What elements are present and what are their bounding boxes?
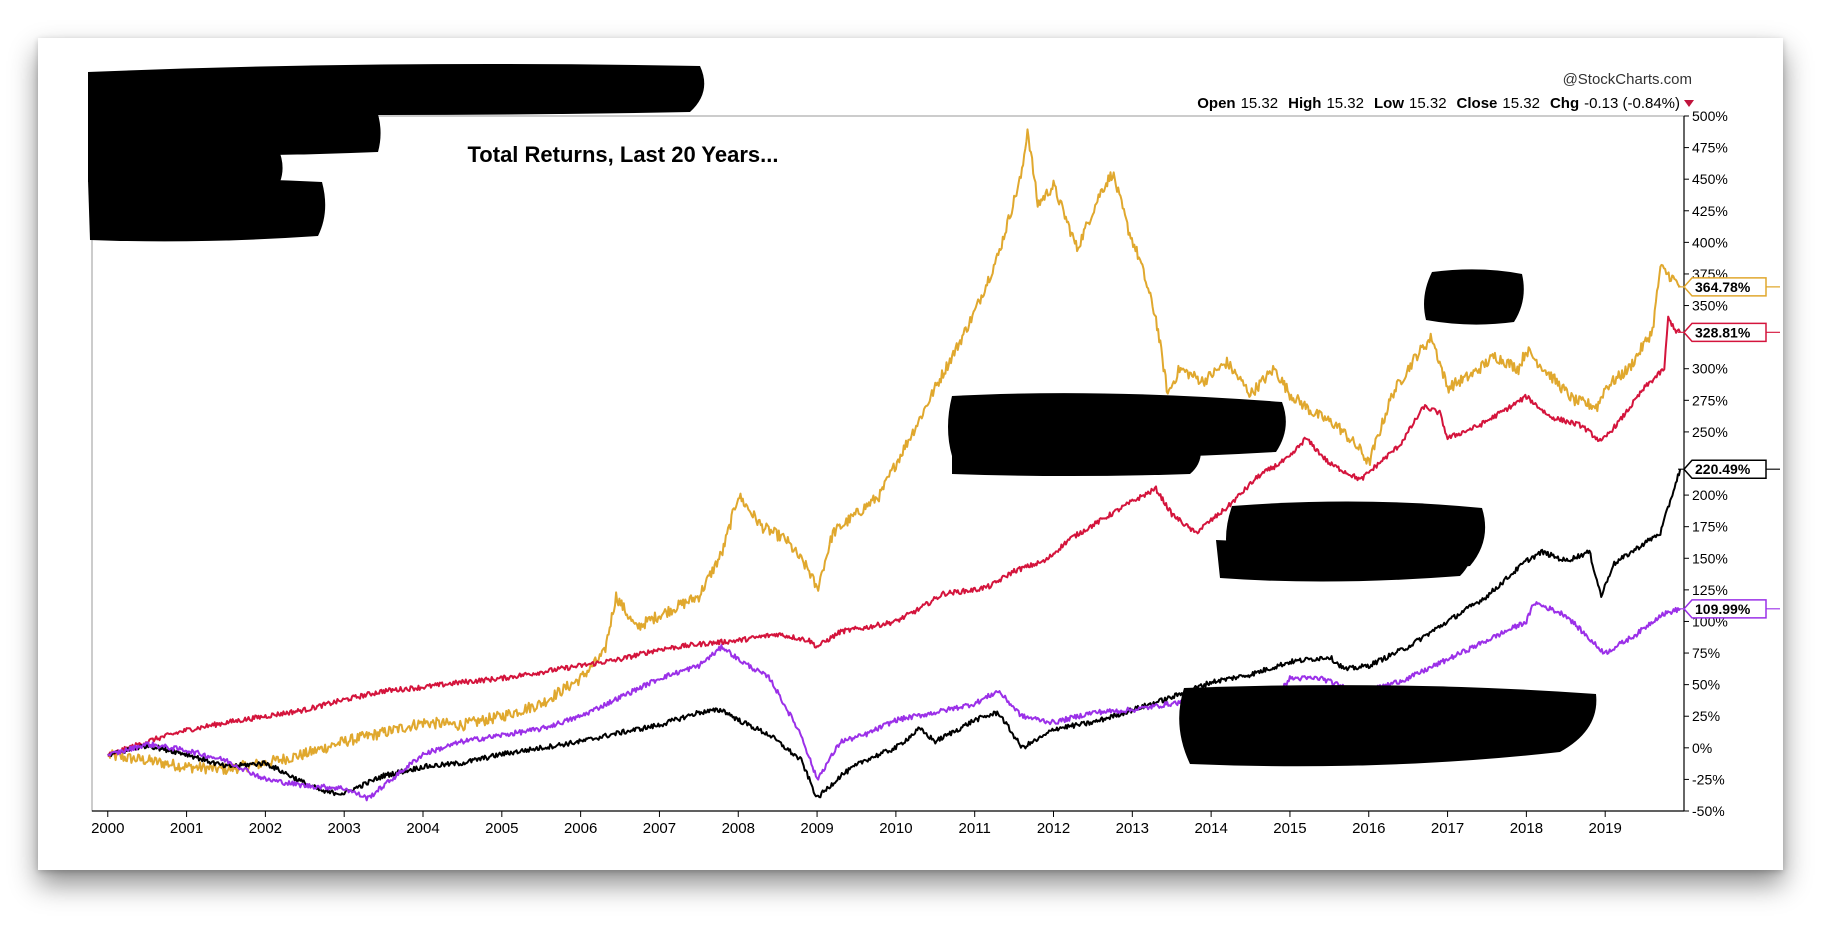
x-tick-label: 2009 [800,820,833,837]
low-label: Low [1374,95,1404,112]
x-tick-label: 2015 [1273,820,1306,837]
close-label: Close [1457,95,1498,112]
x-tick-label: 2000 [91,820,124,837]
y-tick-label: 125% [1692,582,1728,598]
redaction-marks [88,64,1597,767]
redaction-mark [88,178,326,242]
x-tick-label: 2002 [249,820,282,837]
end-label-tag [1682,277,1767,297]
y-tick-label: 350% [1692,298,1728,314]
series-layer [106,128,1682,802]
y-tick-label: 50% [1692,677,1720,693]
end-value-label: 364.78% [1695,279,1751,295]
x-tick-label: 2013 [1116,820,1149,837]
end-value-label: 220.49% [1695,461,1751,477]
open-label: Open [1197,95,1235,112]
y-tick-label: 500% [1692,108,1728,124]
y-tick-label: 400% [1692,234,1728,250]
end-value-label: 328.81% [1695,324,1751,340]
y-tick-label: 300% [1692,361,1728,377]
y-tick-label: 200% [1692,487,1728,503]
chg-label: Chg [1550,95,1579,112]
redaction-mark [88,148,283,184]
x-tick-label: 2001 [170,820,203,837]
series-line [107,315,1682,757]
y-tick-label: 475% [1692,140,1728,156]
attribution-text: @StockCharts.com [1563,71,1692,88]
y-tick-label: 175% [1692,519,1728,535]
x-tick-label: 2005 [485,820,518,837]
end-value-label: 109.99% [1695,601,1751,617]
x-tick-label: 2014 [1194,820,1227,837]
x-tick-label: 2007 [643,820,676,837]
x-tick-label: 2008 [722,820,755,837]
y-tick-label: 75% [1692,645,1720,661]
end-label-tag [1682,322,1767,343]
series-line [107,601,1681,802]
open-value: 15.32 [1241,95,1279,112]
redaction-mark [952,438,1201,476]
y-tick-label: 425% [1692,203,1728,219]
x-tick-label: 2011 [959,820,991,837]
y-tick-label: 0% [1692,740,1712,756]
x-tick-label: 2017 [1431,820,1464,837]
y-tick-label: 25% [1692,708,1720,724]
y-tick-label: 150% [1692,550,1728,566]
high-value: 15.32 [1326,95,1364,112]
redaction-mark [1216,540,1472,582]
x-tick-label: 2018 [1510,820,1543,837]
redaction-mark [88,108,381,156]
end-label-tag [1682,599,1767,619]
redaction-mark [1424,269,1524,325]
chg-down-arrow-icon [1684,100,1694,107]
high-label: High [1288,95,1321,112]
end-label-tag [1682,459,1767,479]
redaction-mark [1179,685,1597,767]
x-tick-layer: 2000 2001 2002 2003 2004 2005 2006 2007 2008 2009… [91,811,1622,837]
x-tick-label: 2012 [1037,820,1070,837]
y-tick-label: -25% [1692,771,1725,787]
x-tick-label: 2006 [564,820,597,837]
end-label-layer: 364.78% 328.81% 220.49% 109.99% [1678,277,1780,619]
x-tick-label: 2003 [328,820,361,837]
ohlc-line: Open 15.32 High 15.32 Low 15.32 Close 15.32 Chg -… [1197,95,1680,112]
redaction-mark [88,64,705,115]
y-tick-label: 450% [1692,171,1728,187]
close-value: 15.32 [1502,95,1540,112]
series-line [107,469,1682,799]
low-value: 15.32 [1409,95,1447,112]
y-tick-label: -50% [1692,803,1725,819]
x-tick-label: 2019 [1589,820,1622,837]
y-tick-label: 275% [1692,392,1728,408]
chg-value: -0.13 (-0.84%) [1584,95,1680,112]
series-line [106,128,1681,775]
x-tick-label: 2010 [879,820,912,837]
x-tick-label: 2004 [406,820,439,837]
x-tick-label: 2016 [1352,820,1385,837]
y-tick-label: 250% [1692,424,1728,440]
chart-title: Total Returns, Last 20 Years... [468,142,779,167]
